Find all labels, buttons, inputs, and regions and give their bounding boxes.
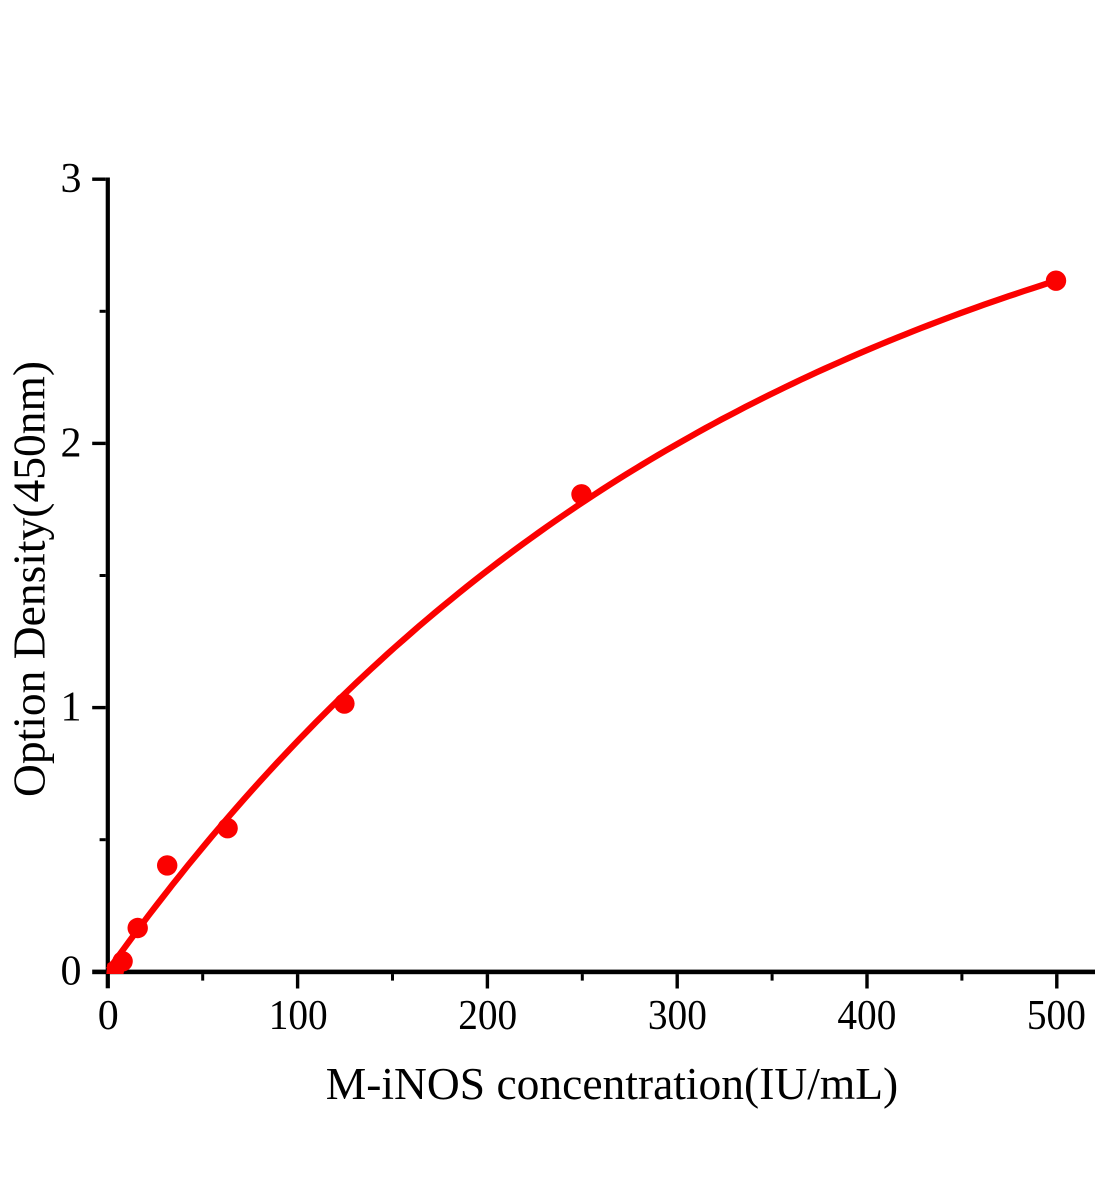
svg-text:3: 3 xyxy=(61,156,82,202)
svg-text:Option Density(450nm): Option Density(450nm) xyxy=(4,361,55,797)
svg-text:100: 100 xyxy=(269,993,328,1039)
svg-text:500: 500 xyxy=(1027,993,1086,1039)
svg-text:2: 2 xyxy=(61,420,82,466)
svg-text:300: 300 xyxy=(648,993,707,1039)
svg-text:400: 400 xyxy=(837,993,896,1039)
svg-text:0: 0 xyxy=(98,993,119,1039)
svg-text:1: 1 xyxy=(61,685,82,731)
svg-text:200: 200 xyxy=(458,993,517,1039)
svg-text:M-iNOS concentration(IU/mL): M-iNOS concentration(IU/mL) xyxy=(326,1058,898,1109)
svg-text:0: 0 xyxy=(61,949,82,995)
